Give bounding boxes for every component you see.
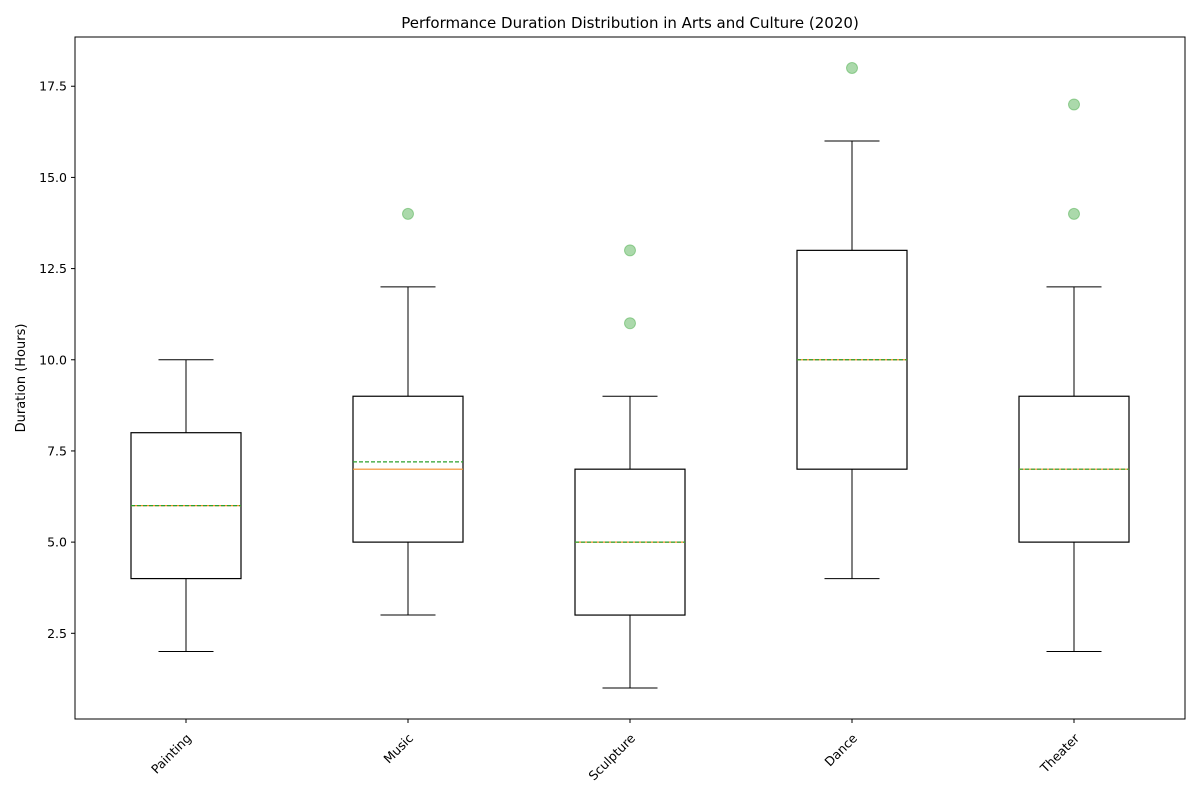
outlier-point <box>624 244 636 257</box>
y-axis-label: Duration (Hours) <box>14 324 29 433</box>
x-tick-label: Sculpture <box>585 730 638 783</box>
box-dance <box>796 62 908 580</box>
outlier-point <box>1068 207 1080 220</box>
y-tick-label: 7.5 <box>47 443 67 458</box>
x-tick-label: Theater <box>1036 730 1082 776</box>
outlier-point <box>846 62 858 74</box>
outlier-point <box>402 207 414 220</box>
y-axis-ticks: 2.5 5.0 7.5 10.0 12.5 15.0 17.5 <box>39 79 75 641</box>
box-theater <box>1018 98 1130 653</box>
box-series <box>130 62 1130 689</box>
x-tick-label: Music <box>380 730 416 766</box>
x-tick-label: Dance <box>821 730 860 769</box>
x-axis-ticks: Painting Music Sculpture Dance Theater <box>148 719 1083 783</box>
y-tick-label: 15.0 <box>39 170 67 185</box>
x-tick-label: Painting <box>148 731 194 777</box>
y-tick-label: 5.0 <box>47 535 67 550</box>
outlier-point <box>1068 98 1080 111</box>
y-tick-label: 2.5 <box>47 626 67 641</box>
box-sculpture <box>574 244 686 689</box>
y-tick-label: 12.5 <box>39 261 67 276</box>
box-painting <box>130 359 242 653</box>
box-music <box>352 207 464 616</box>
y-tick-label: 10.0 <box>39 352 67 367</box>
y-tick-label: 17.5 <box>39 79 67 94</box>
chart-title: Performance Duration Distribution in Art… <box>401 14 859 32</box>
outlier-point <box>624 317 636 330</box>
